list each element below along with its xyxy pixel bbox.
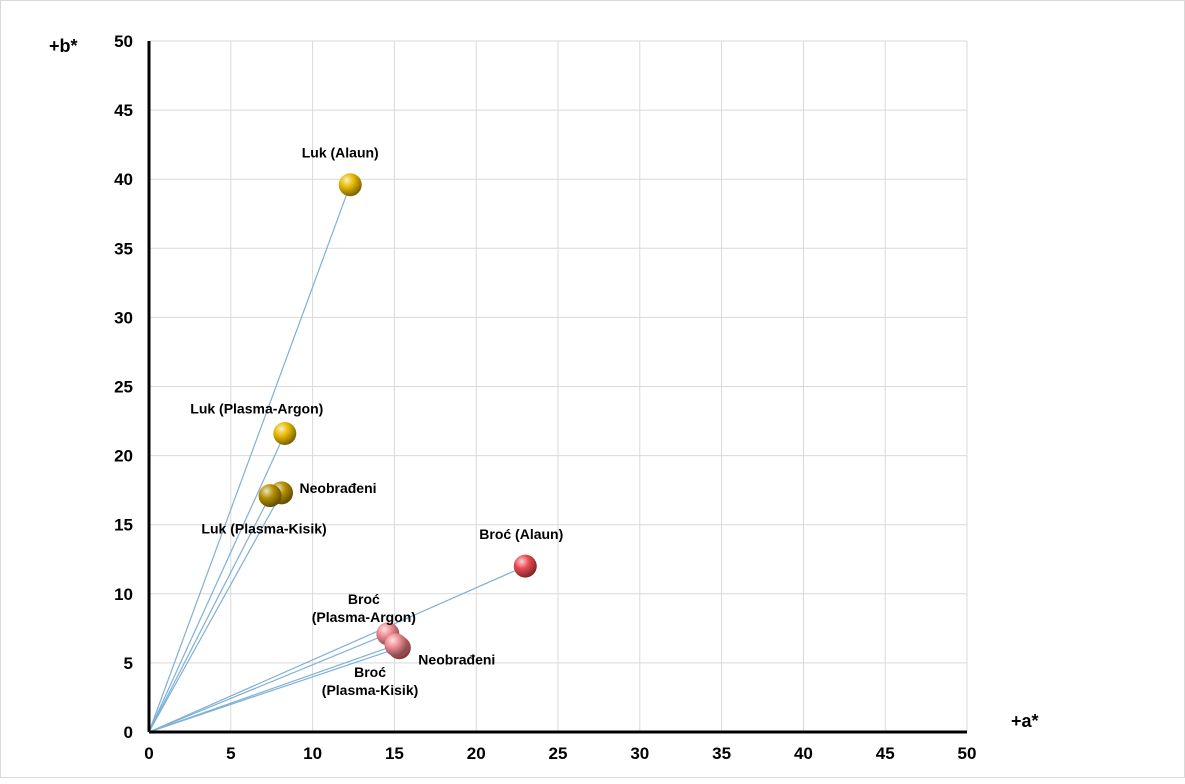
origin-ray [148,633,389,733]
x-tick-label: 25 [549,744,568,763]
data-point [273,421,297,445]
point-label-line: Luk (Plasma-Argon) [190,400,323,416]
origin-ray [148,492,283,733]
x-tick-label: 5 [226,744,235,763]
origin-ray [148,184,351,733]
x-tick-label: 20 [467,744,486,763]
tick-labels: 0 5 10 15 20 25 30 35 40 45 50 0 5 10 15 20 25 30 35 40 45 50 [114,32,976,763]
x-tick-label: 0 [144,744,153,763]
point-label: Luk (Plasma-Argon) [190,400,323,416]
point-label: Luk (Plasma-Kisik) [201,521,326,537]
point-label-line: Neobrađeni [300,480,377,496]
point-label-line: Neobrađeni [418,652,495,668]
point-label: Luk (Alaun) [302,145,379,161]
grid-lines [149,40,968,732]
point-label-line: (Plasma-Kisik) [322,682,418,698]
y-tick-label: 50 [114,32,133,51]
point-label-line: (Plasma-Argon) [312,609,416,625]
y-tick-label: 35 [114,239,133,258]
data-point [338,173,362,197]
point-label: Neobrađeni [300,480,377,496]
y-tick-label: 15 [114,516,133,535]
x-tick-label: 45 [876,744,895,763]
data-point [513,554,537,578]
point-label-line: Broć [354,664,386,680]
point-label-line: Broć (Alaun) [479,526,563,542]
origin-ray [148,644,397,733]
point-label-line: Luk (Plasma-Kisik) [201,521,326,537]
point-label-line: Broć [348,591,380,607]
y-tick-label: 25 [114,378,133,397]
axes [147,41,967,734]
data-point [384,633,408,657]
origin-ray [148,433,286,733]
y-tick-label: 10 [114,585,133,604]
point-label-line: Luk (Alaun) [302,145,379,161]
y-tick-label: 30 [114,308,133,327]
y-tick-label: 45 [114,101,133,120]
origin-ray [148,647,400,733]
origin-rays [148,184,526,733]
data-points [258,173,537,660]
x-tick-label: 50 [958,744,977,763]
x-tick-label: 10 [303,744,322,763]
data-point [258,484,282,508]
y-tick-label: 0 [124,723,133,742]
point-label: Broć (Plasma-Argon) [312,591,416,625]
x-axis-title: +a* [1011,711,1039,731]
point-label: Neobrađeni [418,652,495,668]
x-tick-label: 15 [385,744,404,763]
y-tick-label: 5 [124,654,133,673]
x-tick-label: 35 [712,744,731,763]
point-labels: Luk (Alaun) Luk (Plasma-Argon) Neobrađeni L… [190,145,563,698]
point-label: Broć (Alaun) [479,526,563,542]
x-tick-label: 30 [630,744,649,763]
point-label: Broć (Plasma-Kisik) [322,664,418,698]
x-tick-label: 40 [794,744,813,763]
y-tick-label: 40 [114,170,133,189]
y-tick-label: 20 [114,447,133,466]
y-axis-title: +b* [49,36,78,56]
origin-ray [148,495,271,733]
origin-ray [148,565,526,733]
